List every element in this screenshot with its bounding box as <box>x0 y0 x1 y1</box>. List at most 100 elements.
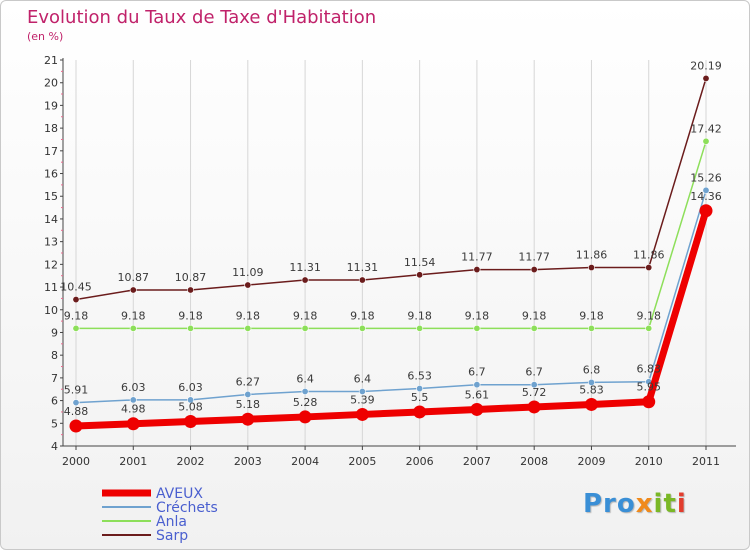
data-point-anla-2003 <box>244 324 252 332</box>
legend-label-aveux: AVEUX <box>156 486 203 502</box>
data-point-anla-2006 <box>416 324 424 332</box>
data-point-aveux-2004 <box>298 410 312 424</box>
data-label-aveux-2003: 5.18 <box>236 398 261 411</box>
y-tick-label-7: 7 <box>51 372 58 385</box>
x-tick-label-2003: 2003 <box>234 455 262 468</box>
data-point-anla-2002 <box>187 324 195 332</box>
data-point-sarp-2009 <box>587 264 595 272</box>
series-line-aveux <box>72 207 710 430</box>
data-point-anla-2011 <box>702 137 710 145</box>
data-point-aveux-2003 <box>241 412 255 426</box>
data-point-aveux-2010 <box>642 395 656 409</box>
data-point-créchets-2004 <box>301 388 309 396</box>
x-tick-label-2004: 2004 <box>291 455 319 468</box>
data-label-anla-2000: 9.18 <box>64 309 89 322</box>
data-label-anla-2003: 9.18 <box>236 309 261 322</box>
data-label-aveux-2009: 5.83 <box>579 383 604 396</box>
data-point-créchets-2001 <box>129 396 137 404</box>
y-tick-label-21: 21 <box>44 54 58 67</box>
x-tick-label-2009: 2009 <box>577 455 605 468</box>
y-tick-label-14: 14 <box>44 213 58 226</box>
data-point-créchets-2008 <box>530 381 538 389</box>
data-point-sarp-2010 <box>645 264 653 272</box>
data-label-sarp-2007: 11.77 <box>461 251 493 264</box>
data-point-anla-2008 <box>530 324 538 332</box>
data-label-aveux-2010: 5.95 <box>636 381 661 394</box>
data-label-créchets-2007: 6.7 <box>468 366 486 379</box>
data-label-anla-2002: 9.18 <box>178 309 203 322</box>
data-label-sarp-2004: 11.31 <box>289 261 321 274</box>
series-line-anla <box>75 140 707 330</box>
data-point-anla-2001 <box>129 324 137 332</box>
y-tick-label-16: 16 <box>44 168 58 181</box>
data-label-créchets-2010: 6.83 <box>636 363 661 376</box>
y-tick-label-18: 18 <box>44 122 58 135</box>
data-label-anla-2005: 9.18 <box>350 309 375 322</box>
x-tick-label-2011: 2011 <box>692 455 720 468</box>
y-tick-label-9: 9 <box>51 326 58 339</box>
data-label-sarp-2011: 20.19 <box>690 59 722 72</box>
data-label-aveux-2004: 5.28 <box>293 396 318 409</box>
data-label-aveux-2011: 14.36 <box>690 190 722 203</box>
chart-subtitle: (en %) <box>27 30 64 43</box>
data-point-créchets-2005 <box>358 388 366 396</box>
x-tick-label-2001: 2001 <box>119 455 147 468</box>
y-tick-label-13: 13 <box>44 236 58 249</box>
y-tick-label-8: 8 <box>51 349 58 362</box>
series-line-créchets <box>75 189 707 404</box>
data-label-créchets-2006: 6.53 <box>407 370 432 383</box>
data-point-créchets-2007 <box>473 381 481 389</box>
data-label-créchets-2004: 6.4 <box>296 373 314 386</box>
x-tick-label-2006: 2006 <box>406 455 434 468</box>
data-point-sarp-2000 <box>72 296 80 304</box>
data-label-aveux-2002: 5.08 <box>178 400 203 413</box>
data-label-sarp-2003: 11.09 <box>232 266 264 279</box>
data-point-sarp-2006 <box>416 271 424 279</box>
legend-label-créchets: Créchets <box>156 500 218 516</box>
series-line-sarp <box>75 77 707 301</box>
data-label-anla-2008: 9.18 <box>522 309 547 322</box>
data-label-aveux-2001: 4.98 <box>121 403 146 416</box>
data-label-aveux-2007: 5.61 <box>465 388 490 401</box>
data-label-créchets-2009: 6.8 <box>583 363 601 376</box>
data-label-créchets-2001: 6.03 <box>121 381 146 394</box>
data-point-créchets-2000 <box>72 399 80 407</box>
legend-label-sarp: Sarp <box>156 528 188 544</box>
y-tick-label-15: 15 <box>44 190 58 203</box>
data-point-aveux-2007 <box>470 402 484 416</box>
data-point-créchets-2002 <box>187 396 195 404</box>
data-label-aveux-2000: 4.88 <box>64 405 89 418</box>
y-tick-label-10: 10 <box>44 304 58 317</box>
data-label-anla-2010: 9.18 <box>636 309 661 322</box>
axes: 4 5 6 7 8 9 10 11 12 13 14 15 16 17 18 19 20 21 2000 2001 20… <box>44 54 736 468</box>
data-label-anla-2004: 9.18 <box>293 309 318 322</box>
data-point-aveux-2011 <box>699 204 713 218</box>
data-point-anla-2005 <box>358 324 366 332</box>
grid-lines <box>75 60 707 446</box>
data-label-anla-2006: 9.18 <box>407 309 432 322</box>
data-point-sarp-2002 <box>187 286 195 294</box>
x-tick-label-2007: 2007 <box>463 455 491 468</box>
y-tick-label-4: 4 <box>51 440 58 453</box>
data-label-sarp-2001: 10.87 <box>118 271 150 284</box>
data-point-aveux-2006 <box>413 405 427 419</box>
data-label-anla-2007: 9.18 <box>465 309 490 322</box>
y-tick-label-5: 5 <box>51 417 58 430</box>
data-label-anla-2001: 9.18 <box>121 309 146 322</box>
data-point-aveux-2009 <box>584 397 598 411</box>
data-point-aveux-2008 <box>527 400 541 414</box>
x-tick-label-2002: 2002 <box>177 455 205 468</box>
data-point-créchets-2011 <box>702 186 710 194</box>
data-point-créchets-2009 <box>587 378 595 386</box>
data-point-anla-2009 <box>587 324 595 332</box>
y-tick-label-11: 11 <box>44 281 58 294</box>
data-label-créchets-2000: 5.91 <box>64 384 89 397</box>
data-label-créchets-2008: 6.7 <box>525 366 543 379</box>
data-point-sarp-2011 <box>702 74 710 82</box>
data-label-sarp-2010: 11.86 <box>633 249 665 262</box>
data-point-anla-2010 <box>645 324 653 332</box>
y-tick-label-6: 6 <box>51 395 58 408</box>
